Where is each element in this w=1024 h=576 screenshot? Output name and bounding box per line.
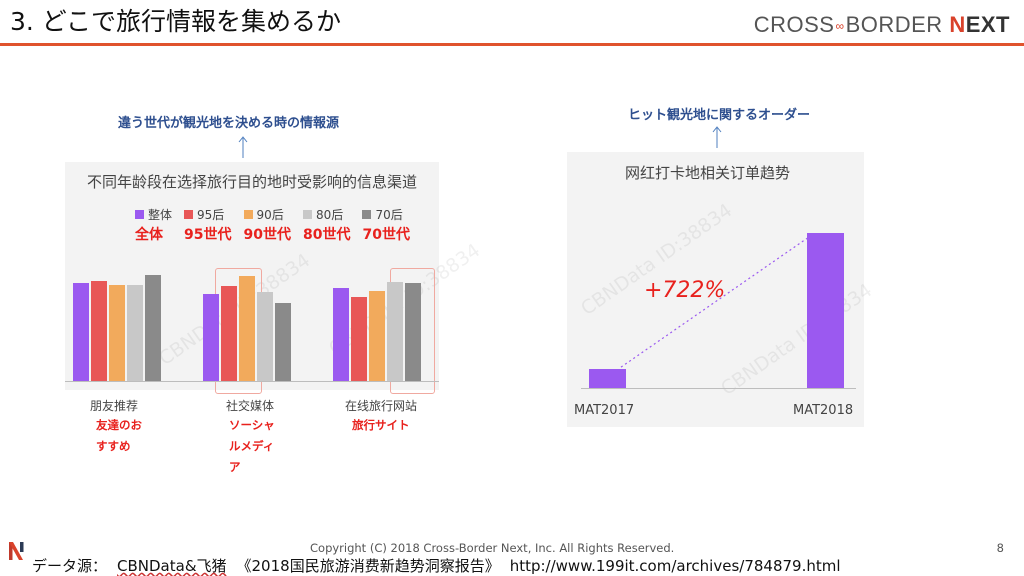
bar-整体-朋友推荐: [73, 282, 89, 381]
brand-next-rest: EXT: [965, 12, 1010, 37]
right-chart-title: 网红打卡地相关订单趋势: [625, 164, 791, 182]
category-label: 在线旅行网站: [345, 399, 418, 413]
legend-item: 整体全体: [135, 206, 172, 244]
legend-label-jp: 90世代: [243, 227, 291, 243]
up-arrow-icon: [712, 126, 722, 148]
legend-label: 70后: [375, 208, 403, 222]
legend-swatch: [302, 210, 312, 219]
slide-title: 3. どこで旅行情報を集めるか: [10, 7, 342, 36]
bar-95后-朋友推荐: [91, 280, 107, 381]
bar-MAT2018: [807, 233, 844, 388]
legend-item: 80后 80世代: [302, 206, 351, 244]
brand-part1: CROSS: [753, 12, 835, 37]
x-axis: [65, 381, 439, 382]
brand-part2: BORDER: [845, 12, 943, 37]
page-number: 8: [996, 541, 1004, 555]
bar-95后-在线旅行网站: [351, 297, 367, 381]
source-report: 《2018国民旅游消费新趋势洞察报告》: [236, 557, 500, 575]
legend-label: 整体: [148, 208, 173, 222]
legend-swatch: [184, 210, 194, 219]
header-divider: [0, 43, 1024, 46]
bar-80后-社交媒体: [257, 291, 273, 381]
growth-annotation: +722%: [644, 278, 726, 303]
source-name: CBNData&飞猪: [117, 557, 227, 575]
legend-label: 80后: [315, 208, 344, 222]
bar-80后-朋友推荐: [127, 284, 143, 381]
bar-80后-在线旅行网站: [387, 281, 403, 381]
legend-swatch: [243, 210, 253, 219]
legend-item: 90后 90世代: [243, 206, 291, 244]
source-line: データ源： CBNData&飞猪 《2018国民旅游消费新趋势洞察报告》 http:/…: [32, 555, 851, 576]
infinity-icon: ∞: [835, 19, 845, 34]
legend: 整体全体 95后 95世代 90后 90世代 80后 80世代 70后 70世代: [135, 206, 422, 244]
category-label-jp: ソーシャルメディア: [229, 418, 275, 474]
category-label: 社交媒体: [226, 399, 275, 413]
right-caption: ヒット観光地に関するオーダー: [628, 108, 811, 123]
bar-70后-在线旅行网站: [405, 282, 421, 381]
left-chart-panel: 不同年龄段在选择旅行目的地时受影响的信息渠道 CBNData ID:38834 …: [65, 162, 484, 394]
bar-90后-社交媒体: [239, 275, 255, 381]
legend-label-jp: 95世代: [184, 227, 232, 243]
trend-dotted-line: [620, 236, 810, 368]
category-label: 朋友推荐: [90, 399, 139, 413]
bar-整体-社交媒体: [203, 294, 219, 381]
source-url: http://www.199it.com/archives/784879.htm…: [509, 557, 841, 575]
legend-label: 90后: [256, 208, 284, 222]
bar-90后-在线旅行网站: [369, 290, 385, 381]
legend-item: 95后 95世代: [184, 206, 232, 244]
right-chart-panel: 网红打卡地相关订单趋势 CBNData ID:38834 CBNData ID:…: [567, 152, 876, 427]
left-chart-title: 不同年龄段在选择旅行目的地时受影响的信息渠道: [87, 173, 418, 191]
legend-label-jp: 全体: [135, 227, 163, 243]
category-label-jp: 友達のおすすめ: [96, 418, 142, 453]
bar-90后-朋友推荐: [109, 284, 125, 381]
category-label: MAT2017: [574, 403, 635, 418]
x-axis: [581, 388, 856, 389]
legend-swatch: [135, 210, 144, 219]
legend-label-jp: 80世代: [302, 227, 351, 243]
category-label-jp: 旅行サイト: [352, 418, 410, 432]
left-caption: 違う世代が観光地を決める時の情報源: [118, 116, 340, 131]
legend-label: 95后: [197, 208, 225, 222]
bar-70后-朋友推荐: [145, 274, 161, 381]
bar-95后-社交媒体: [221, 285, 237, 381]
source-label: データ源：: [32, 557, 108, 575]
trend-line: [620, 236, 810, 368]
category-label: MAT2018: [793, 403, 854, 418]
bar-整体-在线旅行网站: [333, 287, 349, 381]
legend-label-jp: 70世代: [362, 227, 410, 243]
legend-item: 70后 70世代: [362, 206, 410, 244]
bar-MAT2017: [589, 369, 626, 388]
up-arrow-icon: [238, 136, 248, 158]
legend-swatch: [362, 210, 372, 219]
brand-next-n: N: [949, 12, 966, 37]
bar-70后-社交媒体: [275, 303, 291, 381]
brand-logo: CROSS∞BORDER NEXT: [754, 12, 1010, 38]
copyright-text: Copyright (C) 2018 Cross-Border Next, In…: [310, 541, 675, 555]
next-logo-icon: [9, 542, 24, 560]
